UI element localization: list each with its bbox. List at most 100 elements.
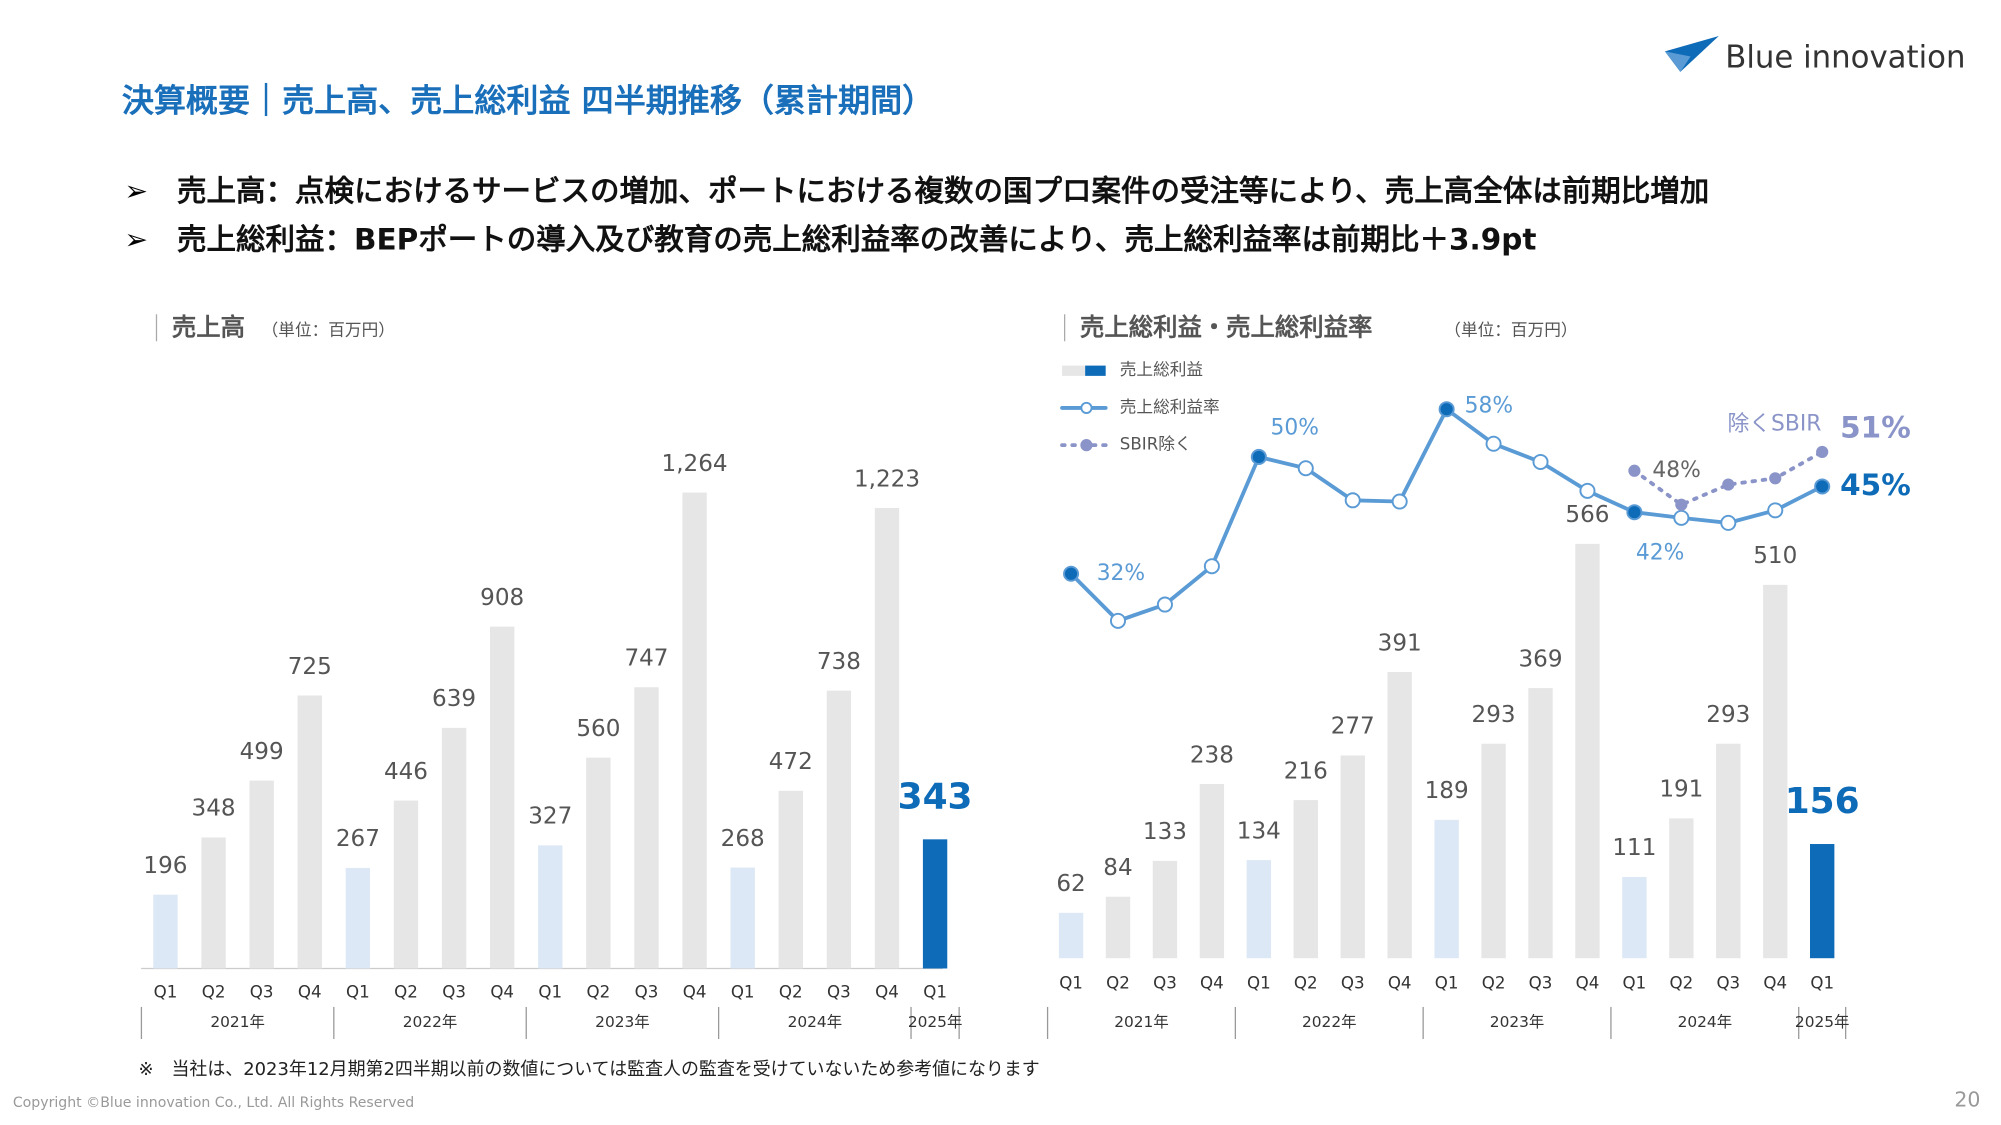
x-tick-label: Q4: [1763, 973, 1787, 992]
point: [1203, 558, 1220, 575]
bar: [249, 780, 274, 969]
point: [1156, 596, 1173, 613]
bar: [1810, 844, 1835, 959]
bar: [1058, 912, 1084, 959]
group-label: 2021年: [210, 1013, 265, 1031]
data-label: 156: [1785, 781, 1860, 822]
logo-mark: [1664, 51, 1691, 72]
legend-label: 売上総利益率: [1120, 397, 1220, 416]
bullet: 売上総利益：BEPポートの導入及び教育の売上総利益率の改善により、売上総利益率は…: [177, 223, 1536, 257]
chart-unit: （単位：百万円）: [262, 320, 395, 339]
bar: [345, 867, 371, 969]
data-label: 369: [1518, 646, 1562, 672]
line: [1632, 450, 1825, 507]
logo-text: Blue innovation: [1725, 40, 1965, 76]
x-tick-label: Q1: [731, 982, 755, 1001]
point: [1767, 502, 1784, 519]
bar: [1293, 800, 1318, 959]
data-label: 560: [576, 716, 620, 742]
x-tick-label: Q1: [1059, 973, 1083, 992]
bar: [1340, 755, 1365, 959]
x-tick-label: Q2: [202, 982, 226, 1001]
bar: [393, 800, 419, 969]
x-tick-label: Q1: [1810, 973, 1834, 992]
point: [1675, 498, 1688, 511]
bar: [730, 867, 755, 969]
bar: [1434, 819, 1459, 959]
data-label: 327: [528, 804, 572, 830]
legend-label: 売上総利益: [1120, 360, 1203, 379]
x-tick-label: Q2: [1106, 973, 1130, 992]
data-label: 343: [898, 776, 973, 817]
bar: [778, 790, 803, 969]
data-label: 216: [1284, 758, 1328, 784]
footnote: ※ 当社は、2023年12月期第2四半期以前の数値については監査人の監査を受けて…: [139, 1059, 1040, 1080]
data-label: 446: [384, 759, 428, 785]
bar: [1152, 860, 1178, 959]
group-label: 2024年: [788, 1013, 843, 1031]
x-tick-label: Q1: [1435, 973, 1459, 992]
point: [1769, 472, 1782, 485]
point: [1673, 509, 1690, 526]
data-label: 747: [624, 646, 668, 672]
bar: [153, 894, 178, 969]
bar: [1105, 896, 1131, 959]
data-label: 42%: [1636, 540, 1684, 565]
x-tick-label: Q3: [1341, 973, 1365, 992]
bar: [1528, 688, 1553, 959]
data-label: 499: [240, 739, 284, 765]
data-label: 725: [288, 654, 332, 680]
x-tick-label: Q1: [154, 982, 178, 1001]
group-label: 2023年: [1490, 1013, 1545, 1031]
point: [1722, 478, 1735, 491]
data-label: 45%: [1840, 468, 1911, 502]
point: [1109, 612, 1127, 629]
group-label: 2024年: [1678, 1013, 1733, 1031]
x-tick-label: Q3: [1529, 973, 1553, 992]
point: [1626, 504, 1643, 521]
legend-swatch: [1080, 401, 1093, 415]
bar: [201, 837, 226, 969]
legend-swatch: [1062, 365, 1086, 376]
bar: [1669, 818, 1694, 959]
bullet-marker: ➢: [124, 223, 148, 256]
legend-label: SBIR除く: [1120, 435, 1192, 454]
data-label: 62: [1056, 871, 1085, 897]
x-tick-label: Q4: [490, 982, 514, 1001]
data-label: 391: [1378, 630, 1422, 656]
x-tick-label: Q4: [683, 982, 707, 1001]
bar: [1622, 876, 1647, 959]
x-tick-label: Q1: [1623, 973, 1647, 992]
point: [1438, 401, 1455, 418]
x-tick-label: Q1: [923, 982, 947, 1001]
chart-unit: （単位：百万円）: [1444, 320, 1577, 339]
x-tick-label: Q3: [1716, 973, 1740, 992]
x-tick-label: Q2: [779, 982, 803, 1001]
bullet: 売上高：点検におけるサービスの増加、ポートにおける複数の国プロ案件の受注等により…: [177, 174, 1709, 208]
legend-swatch: [1080, 439, 1093, 452]
bar: [1199, 783, 1225, 959]
group-label: 2022年: [1302, 1013, 1357, 1031]
data-label: 134: [1237, 818, 1281, 844]
bar: [826, 690, 852, 969]
bar: [441, 727, 467, 969]
data-label: 639: [432, 686, 476, 712]
bar: [297, 695, 322, 969]
bar: [682, 492, 707, 969]
x-tick-label: Q3: [442, 982, 466, 1001]
copyright: Copyright ©Blue innovation Co., Ltd. All…: [13, 1095, 414, 1111]
bar: [538, 845, 563, 969]
data-label: 48%: [1652, 458, 1700, 483]
chart-title: 売上総利益・売上総利益率: [1080, 312, 1372, 341]
data-label: 293: [1472, 702, 1516, 728]
data-label: 32%: [1097, 561, 1145, 586]
data-label: 1,264: [662, 451, 728, 477]
x-tick-label: Q2: [394, 982, 418, 1001]
point: [1485, 435, 1502, 452]
data-label: 189: [1425, 778, 1469, 804]
x-tick-label: Q3: [1153, 973, 1177, 992]
data-label: 738: [817, 649, 861, 675]
data-label: 111: [1612, 835, 1656, 861]
bar: [1481, 743, 1506, 959]
x-tick-label: Q1: [1247, 973, 1271, 992]
